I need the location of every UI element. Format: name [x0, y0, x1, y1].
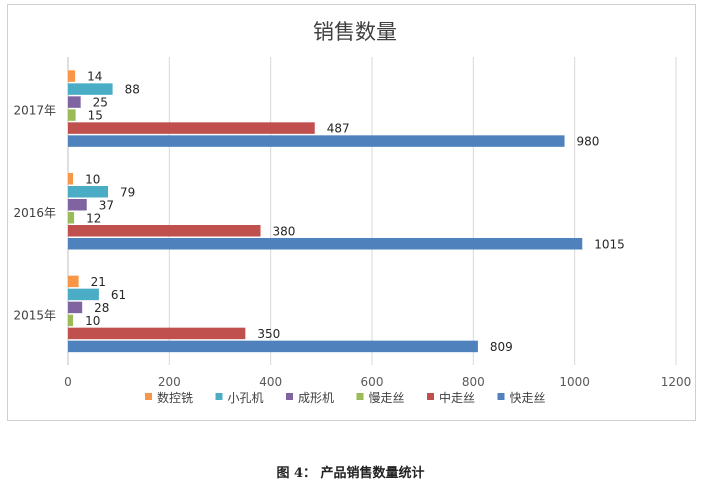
bar: [68, 173, 74, 185]
x-tick-label: 400: [259, 375, 282, 389]
bar: [68, 70, 76, 82]
bar: [68, 340, 478, 353]
legend-label: 成形机: [298, 391, 334, 405]
data-label: 88: [125, 83, 140, 97]
data-label: 980: [577, 135, 600, 149]
data-label: 79: [120, 185, 135, 199]
bar: [68, 212, 75, 224]
sales-bar-chart: 销售数量 21612810350809107937123801015148825…: [13, 20, 691, 405]
bar: [68, 288, 99, 301]
data-label: 487: [327, 122, 350, 136]
bar: [68, 109, 76, 121]
data-label: 1015: [594, 237, 625, 251]
legend-swatch: [356, 393, 364, 400]
data-label: 25: [93, 96, 108, 110]
bar: [68, 238, 583, 250]
data-label: 350: [257, 327, 280, 341]
legend-swatch: [497, 393, 505, 400]
chart-title: 销售数量: [313, 20, 397, 44]
x-tick-label: 200: [158, 375, 181, 389]
bar: [68, 83, 113, 95]
legend-swatch: [145, 393, 152, 400]
value-axis: 0 200 400 600 800 1000 1200: [64, 375, 691, 389]
bar: [68, 327, 246, 340]
bar: [68, 225, 261, 237]
category-axis: 2015年 2016年 2017年: [13, 103, 56, 322]
x-tick-label: 800: [462, 375, 485, 389]
category-label: 2015年: [13, 309, 56, 323]
legend-label: 小孔机: [228, 391, 264, 405]
bar: [68, 199, 87, 211]
x-tick-label: 600: [361, 375, 384, 389]
bar: [68, 301, 83, 314]
data-label: 12: [86, 211, 101, 225]
data-label: 61: [111, 288, 126, 302]
x-tick-label: 1000: [559, 375, 590, 389]
category-label: 2017年: [13, 103, 56, 117]
legend-swatch: [427, 393, 434, 400]
bar: [68, 96, 81, 108]
category-label: 2016年: [13, 206, 56, 220]
x-tick-label: 1200: [661, 375, 692, 389]
bar: [68, 122, 315, 134]
data-label: 809: [490, 340, 513, 354]
data-label: 10: [85, 172, 100, 186]
data-label: 10: [85, 314, 100, 328]
bar: [68, 135, 565, 147]
figure-caption: 图 4： 产品销售数量统计: [276, 466, 425, 481]
bar-series: 2161281035080910793712380101514882515487…: [68, 70, 625, 354]
data-label: 15: [88, 109, 103, 123]
legend-label: 快走丝: [510, 391, 546, 405]
data-label: 380: [273, 224, 296, 238]
x-tick-label: 0: [64, 375, 72, 389]
legend-swatch: [286, 393, 293, 400]
legend-label: 慢走丝: [369, 391, 405, 405]
legend-label: 中走丝: [439, 390, 475, 405]
data-label: 28: [94, 301, 109, 315]
legend: 数控铣 小孔机 成形机 慢走丝 中走丝 快走丝: [145, 390, 546, 405]
grid-lines: [67, 57, 677, 365]
legend-swatch: [215, 393, 223, 400]
data-label: 37: [99, 198, 114, 212]
bar: [68, 275, 79, 288]
legend-label: 数控铣: [157, 390, 193, 405]
data-label: 21: [91, 275, 106, 289]
bar: [68, 186, 109, 198]
chart-frame: 销售数量 21 61 28 10 350 809 10 79 37 12 380 1015 14 88 25…: [7, 4, 696, 421]
bar: [68, 314, 74, 327]
data-label: 14: [87, 70, 102, 84]
